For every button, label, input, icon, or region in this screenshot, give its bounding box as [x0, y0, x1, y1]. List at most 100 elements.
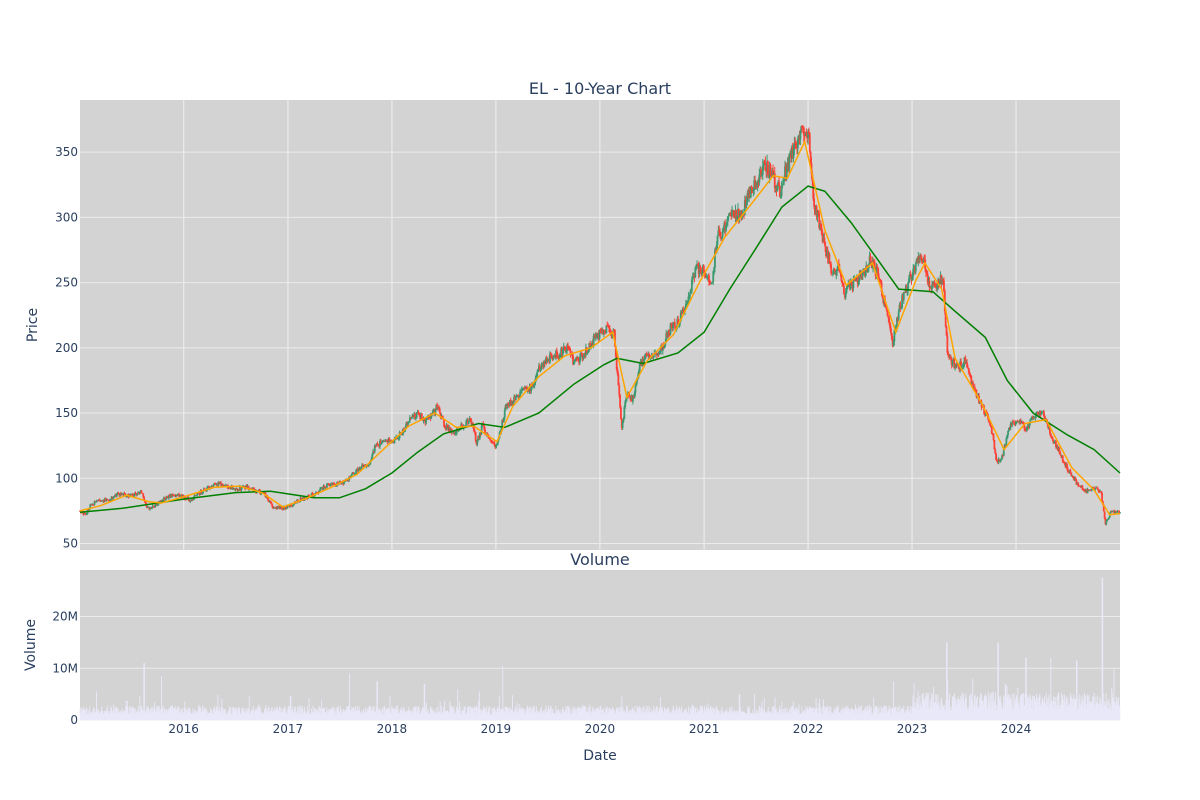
- volume-bar: [1091, 697, 1093, 720]
- volume-bar: [393, 708, 395, 720]
- volume-bar: [849, 711, 851, 720]
- volume-bar: [560, 709, 562, 720]
- volume-bar: [643, 711, 644, 720]
- volume-bar: [709, 706, 711, 720]
- volume-bar: [809, 707, 811, 720]
- up-candle-body: [332, 482, 334, 485]
- volume-bar: [318, 706, 320, 720]
- volume-bar: [232, 706, 234, 720]
- volume-bar: [680, 713, 681, 720]
- volume-bar: [455, 713, 456, 720]
- down-candle-body: [809, 151, 812, 164]
- volume-bar: [644, 714, 646, 720]
- volume-bar: [1006, 685, 1008, 720]
- volume-bar: [515, 708, 517, 720]
- up-candle-body: [536, 371, 539, 377]
- volume-bar: [473, 711, 475, 720]
- volume-bar: [571, 714, 573, 720]
- volume-bar: [1033, 696, 1035, 720]
- volume-bar: [478, 709, 480, 720]
- down-candle-body: [803, 135, 806, 137]
- date-x-tick-2021: 2021: [689, 722, 720, 736]
- volume-bar: [561, 713, 562, 720]
- volume-bar: [1115, 701, 1117, 720]
- volume-bar: [837, 708, 839, 720]
- down-candle-body: [1069, 470, 1072, 473]
- volume-bar: [407, 710, 409, 720]
- volume-bar: [828, 710, 830, 720]
- up-candle-body: [605, 325, 608, 334]
- up-candle-body: [901, 295, 903, 308]
- volume-bar: [360, 713, 362, 720]
- volume-bar: [782, 714, 783, 720]
- volume-bar: [574, 710, 576, 720]
- volume-bar: [280, 708, 282, 720]
- up-candle-body: [119, 493, 122, 496]
- volume-bar: [1056, 709, 1058, 720]
- volume-bar: [508, 714, 509, 720]
- volume-bar: [657, 706, 659, 720]
- up-candle-body: [816, 211, 819, 217]
- volume-bar: [911, 706, 913, 720]
- volume-bar: [772, 711, 774, 720]
- volume-bar: [874, 706, 876, 720]
- volume-bar: [85, 707, 87, 720]
- volume-bar: [1046, 700, 1048, 720]
- volume-bar: [1036, 697, 1038, 720]
- volume-bar: [318, 712, 320, 720]
- volume-bar: [889, 714, 891, 720]
- volume-bar: [674, 714, 676, 720]
- up-candle-body: [1106, 519, 1109, 521]
- up-candle-body: [1011, 421, 1014, 426]
- down-candle-body: [909, 274, 912, 276]
- up-candle-body: [514, 396, 517, 401]
- up-candle-body: [343, 481, 345, 485]
- volume-bar: [298, 714, 300, 720]
- down-candle-body: [1118, 510, 1121, 514]
- volume-bar: [1078, 699, 1080, 720]
- volume-bar: [403, 706, 405, 720]
- volume-bar: [296, 711, 298, 720]
- volume-bar: [696, 713, 697, 720]
- volume-bar: [670, 713, 672, 720]
- volume-bar: [404, 712, 406, 720]
- up-candle-body: [701, 272, 704, 275]
- down-candle-body: [1072, 475, 1074, 478]
- volume-bar: [827, 705, 829, 720]
- volume-bar: [980, 692, 982, 720]
- volume-bar: [647, 713, 648, 720]
- volume-bar: [270, 712, 272, 720]
- volume-bar: [757, 713, 759, 720]
- up-candle-body: [455, 432, 457, 434]
- volume-bar: [235, 706, 237, 720]
- volume-bar: [477, 707, 479, 720]
- up-candle-body: [1034, 415, 1037, 419]
- volume-bar: [195, 713, 197, 720]
- volume-bar: [1046, 706, 1048, 720]
- volume-bar: [224, 709, 226, 720]
- price-axis-title: Price: [25, 308, 41, 342]
- down-candle-body: [473, 427, 475, 431]
- down-candle-body: [172, 494, 175, 496]
- volume-bar: [498, 695, 500, 720]
- volume-bar: [1024, 705, 1026, 720]
- up-candle-body: [533, 382, 536, 385]
- volume-bar: [621, 696, 623, 720]
- price-y-tick-50: 50: [63, 536, 78, 550]
- up-candle-body: [893, 330, 896, 342]
- down-candle-body: [829, 263, 832, 265]
- volume-bar: [863, 714, 865, 720]
- volume-bar: [795, 706, 797, 720]
- volume-bar: [125, 700, 127, 720]
- volume-bar: [897, 706, 899, 720]
- down-candle-body: [778, 181, 780, 186]
- volume-bar: [448, 712, 450, 720]
- volume-bar: [166, 710, 168, 720]
- volume-bar: [125, 706, 127, 720]
- volume-bar: [567, 713, 569, 720]
- volume-bar: [796, 711, 798, 720]
- volume-bar: [906, 706, 908, 720]
- volume-bar: [399, 712, 401, 720]
- volume-bar: [970, 706, 971, 720]
- volume-bar: [564, 713, 566, 720]
